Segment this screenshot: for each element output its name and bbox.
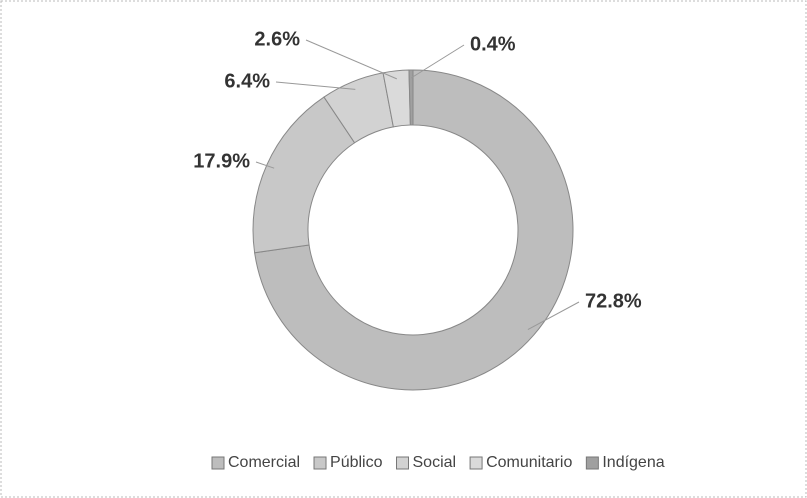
legend-swatch <box>211 456 225 470</box>
leader-line <box>410 44 465 79</box>
legend-label: Público <box>330 454 383 471</box>
legend-swatch <box>313 456 327 470</box>
legend-swatch <box>469 456 483 470</box>
data-label: 0.4% <box>470 33 516 55</box>
data-label: 72.8% <box>585 290 642 312</box>
donut-segment <box>408 69 414 126</box>
data-label: 17.9% <box>193 150 250 172</box>
leader-line <box>305 39 398 80</box>
legend-swatch <box>396 456 409 470</box>
legend-label: Social <box>413 454 457 471</box>
leader-line <box>527 301 580 330</box>
legend-label: Indígena <box>602 454 664 471</box>
data-label: 2.6% <box>254 28 300 50</box>
legend-label: Comunitario <box>486 454 572 471</box>
data-label: 6.4% <box>224 70 270 92</box>
leader-line <box>275 81 356 90</box>
legend-label: Comercial <box>228 454 300 471</box>
donut-segment <box>254 69 574 391</box>
legend-swatch <box>585 456 599 470</box>
leader-line <box>255 161 275 169</box>
